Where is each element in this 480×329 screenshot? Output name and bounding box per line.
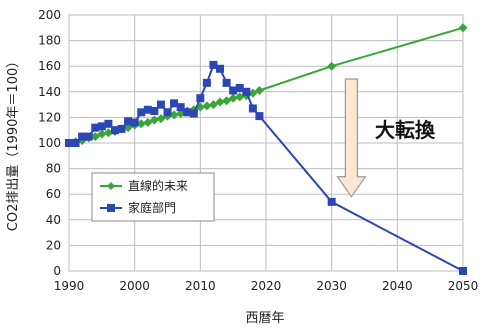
x-axis-ticks: 1990 2000 2010 2020 2030 2040 2050 [54,279,479,293]
series-layer [64,23,468,275]
data-point [110,126,119,135]
data-point [222,96,232,106]
data-point [143,105,152,114]
data-point [216,64,225,73]
data-point [156,114,166,124]
x-tick-label: 2000 [119,279,150,293]
y-axis-ticks: 0 20 40 60 80 100 120 140 160 180 200 [38,8,61,278]
data-point [235,83,244,92]
data-point [176,103,185,112]
data-point [222,78,231,87]
data-point [156,100,165,109]
y-tick-label: 20 [46,238,61,252]
x-axis-title: 西暦年 [245,311,284,326]
data-point [254,86,264,96]
y-tick-label: 40 [46,213,61,227]
y-tick-label: 80 [46,162,61,176]
data-point [130,118,139,127]
data-point [97,129,107,139]
down-arrow-icon [336,78,367,198]
data-point [208,100,218,110]
data-point [136,119,146,129]
data-point [143,118,153,128]
data-point [163,108,172,117]
y-tick-label: 60 [46,187,61,201]
data-point [78,132,87,141]
data-point [104,119,113,128]
grid [68,14,464,272]
legend-marker-square [107,204,115,212]
x-tick-label: 2050 [448,279,479,293]
data-point [215,97,225,107]
data-point [97,122,106,131]
data-point [327,197,336,206]
data-point [117,124,126,133]
annotation-label: 大転換 [375,118,436,142]
data-point [248,88,258,98]
x-tick-label: 2040 [382,279,413,293]
data-point [123,123,133,133]
legend-label-household: 家庭部門 [128,200,176,215]
data-point [170,99,179,108]
data-point [458,23,468,33]
y-tick-label: 160 [38,59,61,73]
data-point [202,78,211,87]
legend-box [91,172,215,222]
x-tick-label: 1990 [54,279,85,293]
series-1 [65,60,467,275]
data-point [196,94,205,103]
data-point [248,104,257,113]
legend-marker-diamond [107,182,115,190]
y-tick-label: 120 [38,110,61,124]
y-tick-label: 140 [38,85,61,99]
x-tick-label: 2020 [251,279,282,293]
data-point [235,92,245,102]
y-tick-label: 200 [38,8,61,22]
data-point [91,123,100,132]
data-point [71,139,80,147]
data-point [459,267,467,275]
data-point [242,87,251,96]
x-tick-label: 2030 [316,279,347,293]
data-point [202,101,212,111]
data-point [150,107,159,115]
data-point [137,108,146,117]
data-point [228,93,238,103]
y-axis-title: CO2排出量（1990年＝100） [6,55,21,231]
data-point [189,109,198,118]
data-point [65,139,73,147]
data-point [124,117,133,126]
data-point [255,112,264,121]
data-point [209,60,218,69]
y-tick-label: 100 [38,136,61,150]
data-point [169,110,179,120]
data-point [90,132,100,142]
data-point [149,115,159,125]
x-tick-label: 2010 [185,279,216,293]
data-point [176,109,186,119]
y-tick-label: 0 [53,264,61,278]
annotation: 大転換 [336,78,436,198]
data-point [103,128,113,138]
data-point [229,86,238,95]
legend: 直線的未来 家庭部門 [91,172,215,222]
legend-label-straight-future: 直線的未来 [128,178,188,193]
data-point [327,61,337,71]
data-point [84,132,93,141]
data-point [183,108,192,117]
y-tick-label: 180 [38,34,61,48]
